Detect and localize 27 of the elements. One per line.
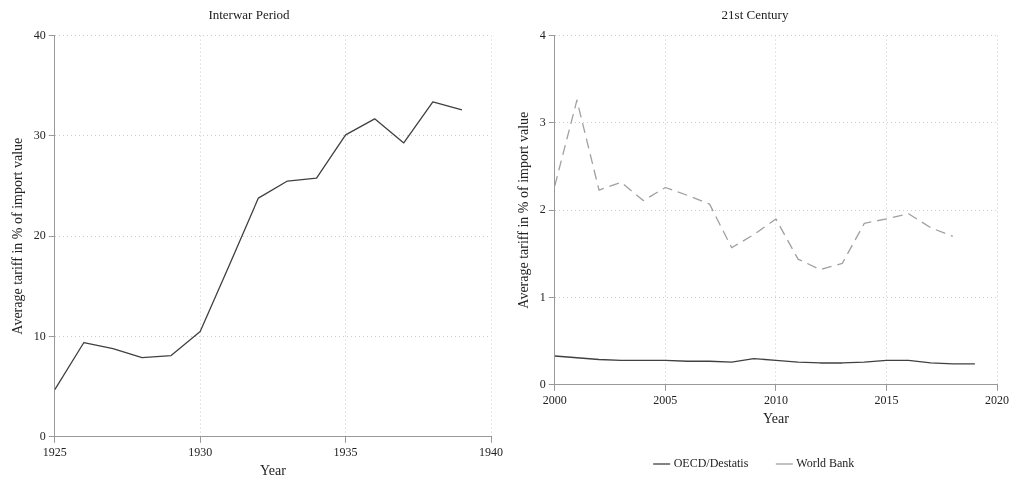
x-tick-label: 1925	[42, 445, 67, 460]
x-tick-label: 1935	[333, 445, 358, 460]
x-tick-label: 2015	[874, 393, 899, 408]
y-tick-label: 10	[33, 328, 46, 343]
x-tick-label: 2010	[763, 393, 788, 408]
y-tick-label: 40	[33, 27, 46, 42]
chart-title: Interwar Period	[208, 7, 291, 23]
x-tick-label: 1940	[479, 445, 503, 460]
y-tick-label: 2	[539, 202, 546, 217]
chart-title: 21st Century	[721, 7, 789, 23]
y-axis-title: Average tariff in % of import value	[10, 137, 26, 335]
y-tick-label: 3	[539, 115, 546, 130]
y-tick-label: 0	[539, 376, 546, 391]
y-tick-label: 20	[33, 228, 46, 243]
x-tick-label: 1930	[188, 445, 213, 460]
x-tick-label: 2020	[985, 393, 1009, 408]
x-axis-title: Year	[762, 411, 790, 427]
y-axis-title: Average tariff in % of import value	[516, 111, 532, 309]
legend-label: World Bank	[796, 456, 855, 471]
x-tick-label: 2000	[542, 393, 567, 408]
y-tick-label: 30	[33, 128, 46, 143]
y-tick-label: 0	[39, 428, 46, 443]
y-tick-label: 1	[539, 289, 546, 304]
legend-label: OECD/Destatis	[673, 456, 749, 471]
x-tick-label: 2005	[653, 393, 678, 408]
y-tick-label: 4	[539, 27, 546, 42]
x-axis-title: Year	[259, 463, 287, 479]
